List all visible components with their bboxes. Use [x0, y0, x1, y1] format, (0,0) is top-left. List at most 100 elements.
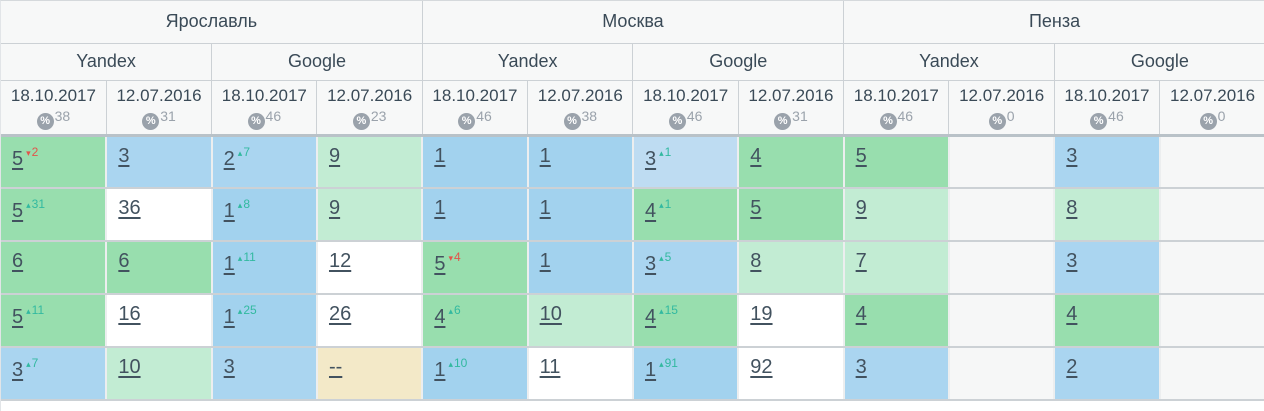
- position-cell: 4 ▴1: [632, 188, 740, 242]
- position-link[interactable]: 4: [644, 306, 657, 328]
- date-header[interactable]: 12.07.2016% 31: [737, 80, 844, 137]
- position-link[interactable]: 1: [223, 253, 235, 275]
- position-link[interactable]: 5: [12, 306, 24, 328]
- delta-up: ▴1: [659, 145, 671, 159]
- delta-value: 11: [243, 250, 256, 264]
- positions-table: Ярославль Москва Пенза Yandex Google Yan…: [1, 1, 1264, 401]
- table-row: 5 ▾2 3 2 ▴7 9 1 1 3 ▴1 4 5 3: [1, 135, 1264, 189]
- date-header[interactable]: 12.07.2016% 0: [1159, 80, 1264, 137]
- position-link[interactable]: 36: [118, 197, 141, 219]
- position-link[interactable]: 4: [855, 303, 867, 325]
- position-cell: 3 ▴1: [632, 135, 740, 189]
- up-arrow-icon: ▴: [237, 306, 243, 316]
- position-link[interactable]: 2: [223, 147, 235, 170]
- position-link[interactable]: --: [328, 356, 343, 378]
- delta-value: 6: [453, 303, 461, 317]
- position-link[interactable]: 16: [118, 303, 141, 325]
- date-header[interactable]: 12.07.2016% 31: [105, 80, 212, 137]
- position-cell: 26: [316, 294, 424, 348]
- position-link[interactable]: 1: [434, 144, 446, 167]
- position-cell: 12: [316, 241, 424, 295]
- visibility-percent: % 46: [844, 107, 948, 130]
- visibility-percent: % 23: [317, 107, 421, 130]
- position-cell: 4: [1054, 294, 1161, 348]
- position-link[interactable]: 1: [223, 306, 235, 328]
- position-link[interactable]: 1: [539, 250, 551, 272]
- percent-value: 46: [1108, 107, 1124, 124]
- up-arrow-icon: ▴: [26, 306, 31, 316]
- position-link[interactable]: 3: [12, 359, 24, 381]
- position-link[interactable]: 5: [434, 253, 446, 275]
- position-link[interactable]: 7: [855, 250, 867, 272]
- delta-up: ▴91: [659, 356, 678, 370]
- date-label: 12.07.2016: [537, 85, 623, 105]
- position-link[interactable]: 3: [644, 147, 657, 170]
- position-link[interactable]: 6: [12, 250, 24, 272]
- date-header[interactable]: 12.07.2016% 38: [527, 80, 633, 137]
- position-link[interactable]: 26: [328, 303, 352, 325]
- percent-icon: %: [458, 112, 476, 130]
- position-link[interactable]: 8: [750, 250, 762, 272]
- position-link[interactable]: 92: [750, 356, 773, 378]
- position-cell: [1159, 135, 1264, 189]
- visibility-percent: % 0: [1160, 107, 1264, 130]
- date-header[interactable]: 18.10.2017% 46: [1053, 80, 1160, 137]
- position-link[interactable]: 1: [434, 359, 446, 381]
- table-row: 5 ▴31 36 1 ▴8 9 1 1 4 ▴1 5 9 8: [1, 188, 1264, 242]
- position-link[interactable]: 5: [750, 197, 762, 219]
- position-cell: 1: [527, 188, 634, 242]
- position-link[interactable]: 5: [855, 144, 867, 167]
- position-link[interactable]: 1: [539, 144, 551, 167]
- position-cell: 1 ▴25: [211, 294, 318, 348]
- date-header[interactable]: 18.10.2017% 46: [632, 80, 739, 137]
- position-cell: 92: [738, 347, 845, 401]
- delta-value: 11: [31, 303, 45, 317]
- percent-icon: %: [988, 112, 1006, 130]
- position-link[interactable]: 2: [1066, 356, 1078, 378]
- date-header[interactable]: 18.10.2017% 46: [421, 80, 528, 137]
- date-label: 12.07.2016: [959, 85, 1045, 105]
- position-link[interactable]: 5: [12, 147, 24, 170]
- position-link[interactable]: 3: [855, 356, 867, 378]
- up-arrow-icon: ▴: [448, 306, 453, 316]
- position-link[interactable]: 9: [328, 144, 341, 167]
- delta-value: 1: [664, 144, 672, 159]
- position-link[interactable]: 4: [1066, 303, 1078, 325]
- position-link[interactable]: 5: [12, 200, 24, 222]
- position-link[interactable]: 3: [223, 356, 235, 378]
- position-link[interactable]: 19: [750, 303, 773, 325]
- position-link[interactable]: 1: [223, 200, 235, 222]
- position-cell: 4 ▴6: [422, 294, 529, 348]
- delta-value: 15: [664, 303, 678, 317]
- position-link[interactable]: 4: [750, 144, 762, 167]
- date-header[interactable]: 18.10.2017% 46: [211, 80, 317, 137]
- cities-row: Ярославль Москва Пенза: [1, 1, 1264, 44]
- date-header[interactable]: 12.07.2016% 0: [948, 80, 1055, 137]
- position-cell: 4 ▴15: [632, 294, 740, 348]
- position-link[interactable]: 8: [1066, 197, 1078, 219]
- position-cell: [948, 241, 1056, 295]
- date-header[interactable]: 18.10.2017% 46: [843, 80, 949, 137]
- position-link[interactable]: 1: [434, 197, 446, 219]
- position-link[interactable]: 12: [328, 250, 352, 272]
- date-header[interactable]: 18.10.2017% 38: [1, 80, 107, 137]
- position-link[interactable]: 3: [1066, 250, 1078, 272]
- position-link[interactable]: 9: [328, 197, 341, 219]
- position-link[interactable]: 10: [118, 356, 141, 378]
- engines-row: Yandex Google Yandex Google Yandex Googl…: [1, 43, 1264, 81]
- position-link[interactable]: 10: [539, 303, 562, 325]
- position-link[interactable]: 4: [434, 306, 446, 328]
- position-link[interactable]: 6: [118, 250, 130, 272]
- visibility-percent: % 31: [739, 107, 843, 130]
- position-link[interactable]: 1: [539, 197, 551, 219]
- position-cell: 3 ▴7: [1, 347, 108, 401]
- position-link[interactable]: 3: [644, 253, 657, 275]
- position-link[interactable]: 3: [118, 144, 130, 167]
- down-arrow-icon: ▾: [448, 253, 453, 263]
- position-link[interactable]: 3: [1066, 144, 1078, 167]
- position-link[interactable]: 9: [855, 197, 867, 219]
- position-link[interactable]: 1: [644, 359, 657, 381]
- position-link[interactable]: 11: [539, 356, 561, 378]
- position-link[interactable]: 4: [644, 200, 657, 222]
- date-header[interactable]: 12.07.2016% 23: [316, 80, 423, 137]
